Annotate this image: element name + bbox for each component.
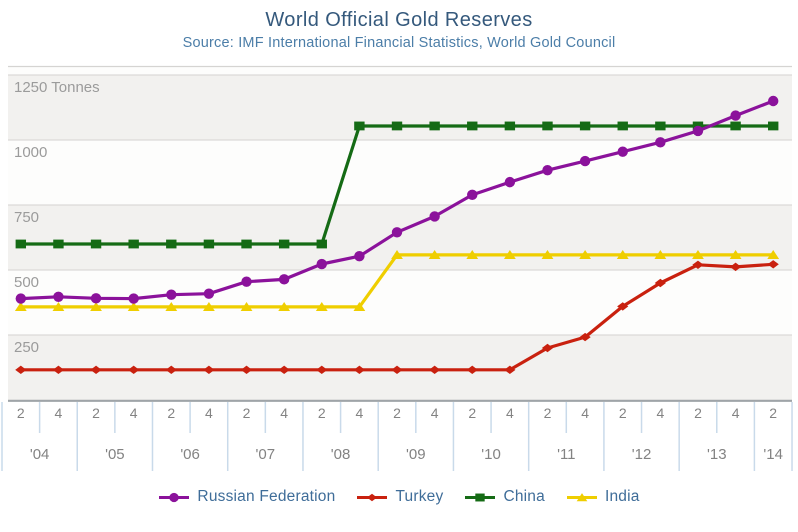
- x-axis: [1, 399, 793, 471]
- series-turkey: [15, 260, 779, 375]
- year-labels: '04 '05 '06 '07 '08 '09 '10 '11 '12 '13 '14: [30, 446, 783, 463]
- svg-text:4: 4: [55, 405, 63, 421]
- svg-text:1000: 1000: [14, 144, 47, 161]
- svg-text:4: 4: [130, 405, 138, 421]
- legend-marker-circle-icon: [159, 492, 190, 502]
- svg-text:4: 4: [280, 405, 288, 421]
- series-russian-federation: [15, 95, 779, 304]
- svg-text:'06: '06: [180, 446, 200, 463]
- svg-text:'10: '10: [481, 446, 501, 463]
- svg-text:'09: '09: [406, 446, 426, 463]
- svg-text:1250 Tonnes: 1250 Tonnes: [14, 79, 100, 96]
- svg-text:2: 2: [769, 405, 777, 421]
- svg-text:2: 2: [318, 405, 326, 421]
- svg-text:4: 4: [656, 405, 664, 421]
- svg-text:4: 4: [581, 405, 589, 421]
- svg-text:'11: '11: [557, 446, 575, 463]
- legend-item-india: India: [566, 488, 640, 506]
- svg-text:2: 2: [92, 405, 100, 421]
- svg-text:'12: '12: [632, 446, 652, 463]
- svg-text:4: 4: [205, 405, 213, 421]
- legend-label: Turkey: [395, 488, 444, 505]
- legend-marker-triangle-icon: [566, 492, 597, 501]
- quarter-labels: 2 4 2 4 2 4 2 4 2 4 2 4 2 4 2 4 2 4 2 4 2: [17, 405, 777, 421]
- svg-text:500: 500: [14, 274, 39, 291]
- svg-text:2: 2: [393, 405, 401, 421]
- svg-text:4: 4: [355, 405, 363, 421]
- svg-text:2: 2: [544, 405, 552, 421]
- legend-label: India: [604, 488, 640, 505]
- svg-text:2: 2: [17, 405, 25, 421]
- svg-text:4: 4: [431, 405, 439, 421]
- svg-text:250: 250: [14, 339, 39, 356]
- legend-item-china: China: [464, 488, 545, 506]
- svg-text:2: 2: [243, 405, 251, 421]
- y-axis-labels: 1250 Tonnes 1000 750 500 250: [14, 79, 100, 356]
- svg-text:750: 750: [14, 209, 39, 226]
- svg-text:2: 2: [468, 405, 476, 421]
- svg-text:2: 2: [167, 405, 175, 421]
- legend-label: China: [503, 488, 545, 505]
- svg-text:'07: '07: [256, 446, 276, 463]
- svg-text:'13: '13: [707, 446, 727, 463]
- legend-label: Russian Federation: [197, 488, 336, 505]
- svg-text:4: 4: [506, 405, 514, 421]
- series-india: [14, 250, 780, 312]
- svg-text:'05: '05: [105, 446, 125, 463]
- chart-legend: Russian Federation Turkey China India: [0, 488, 798, 506]
- svg-text:'04: '04: [30, 446, 50, 463]
- legend-marker-diamond-icon: [357, 493, 388, 501]
- chart-title: World Official Gold Reserves: [265, 9, 533, 31]
- svg-text:4: 4: [732, 405, 740, 421]
- svg-text:'08: '08: [331, 446, 351, 463]
- svg-text:2: 2: [694, 405, 702, 421]
- legend-marker-square-icon: [465, 493, 496, 501]
- svg-text:2: 2: [619, 405, 627, 421]
- legend-item-russian-federation: Russian Federation: [158, 488, 335, 506]
- legend-item-turkey: Turkey: [356, 488, 443, 506]
- chart-subtitle: Source: IMF International Financial Stat…: [182, 35, 616, 51]
- svg-text:'14: '14: [763, 446, 783, 463]
